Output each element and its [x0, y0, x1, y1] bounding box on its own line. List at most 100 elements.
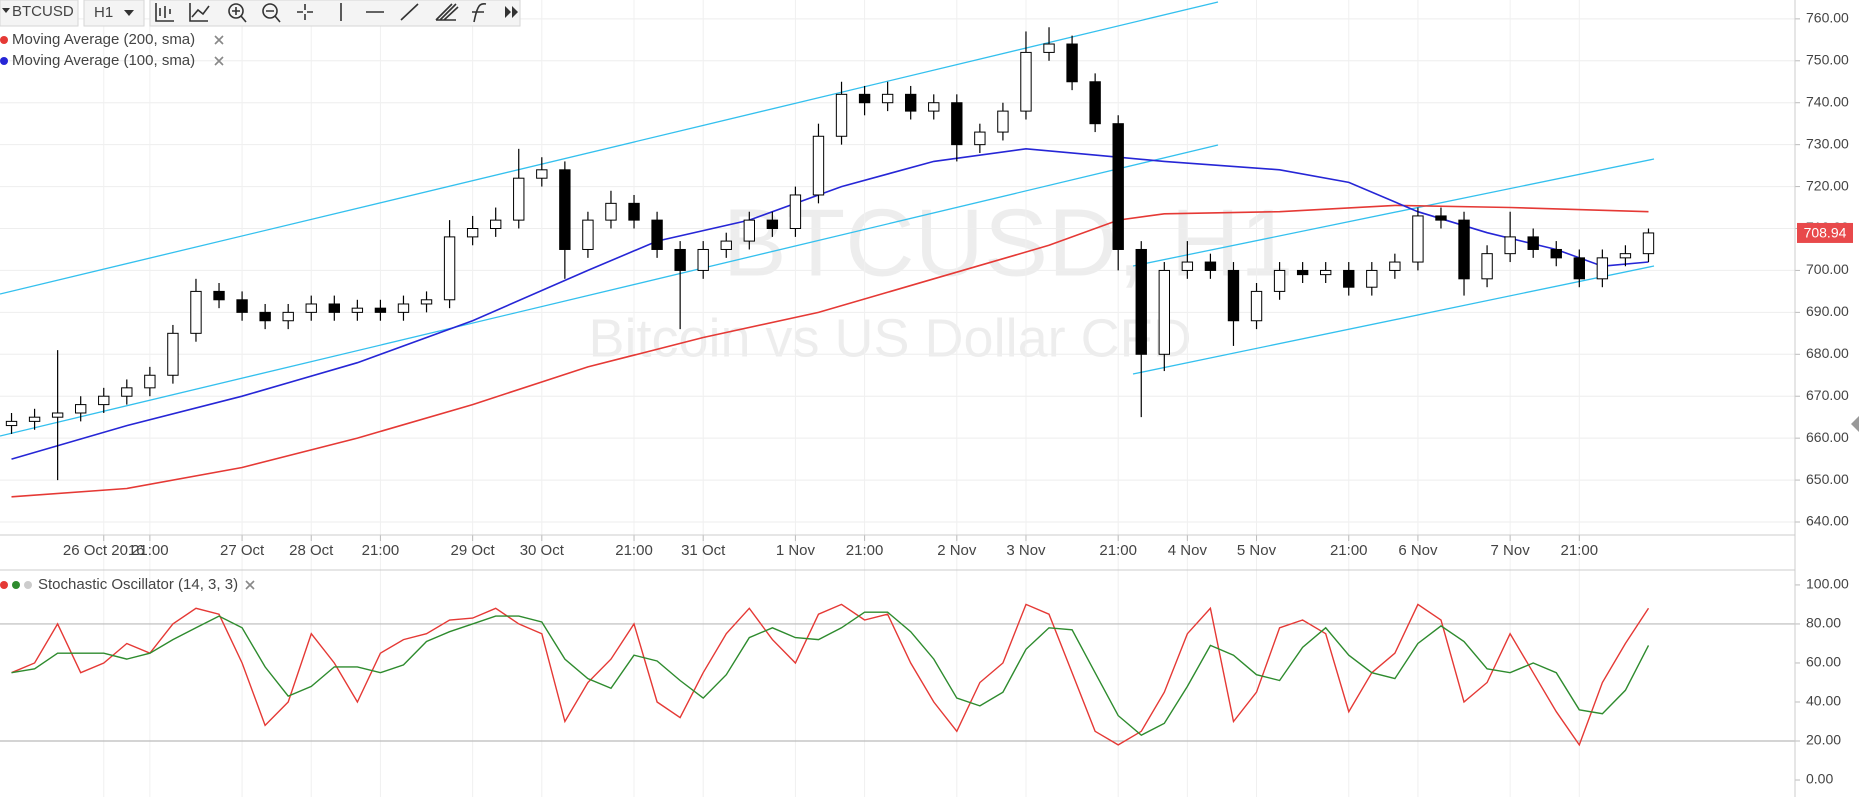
candle-body — [1273, 269, 1286, 292]
legend-swatch — [24, 581, 32, 589]
candle-body — [351, 307, 364, 313]
candle-body — [1366, 269, 1378, 288]
watermark-title: BTCUSD, H1 — [723, 189, 1294, 296]
trend-line-icon[interactable] — [400, 3, 419, 21]
candle-body — [928, 102, 940, 112]
candle-body — [374, 307, 387, 313]
legend-remove[interactable] — [245, 580, 255, 590]
candle-body — [1642, 232, 1655, 255]
candle-body — [144, 374, 156, 389]
x-tick-label: 21:00 — [1330, 542, 1368, 559]
candle-body — [881, 93, 894, 104]
x-tick-label: 3 Nov — [1006, 542, 1046, 559]
candle-body — [1550, 248, 1562, 259]
candle-body — [1435, 215, 1447, 221]
x-tick-label: 5 Nov — [1237, 542, 1277, 559]
candle-body — [328, 303, 340, 313]
candle-body — [1227, 269, 1240, 322]
candle-body — [720, 240, 732, 250]
candle-body — [1250, 290, 1263, 322]
y-tick-label: 660.00 — [1806, 429, 1849, 445]
x-tick-label: 21:00 — [131, 542, 169, 559]
candle-body — [628, 202, 640, 221]
scroll-arrow[interactable] — [1851, 416, 1859, 432]
candle-body — [1343, 269, 1355, 288]
zoom-out-icon[interactable] — [262, 3, 281, 23]
dropdown-icon — [124, 10, 134, 16]
tool-strip — [149, 0, 521, 27]
interval: H1 — [94, 4, 113, 21]
candle-body — [905, 93, 917, 112]
legend-remove[interactable] — [214, 35, 224, 45]
candle-body — [951, 102, 963, 146]
x-tick-label: 30 Oct — [520, 542, 565, 559]
y-tick-label: 40.00 — [1806, 693, 1841, 709]
indicator-icon[interactable] — [189, 3, 210, 22]
candle-body — [28, 416, 41, 422]
more-icon[interactable] — [505, 6, 518, 18]
candle-body — [420, 299, 433, 305]
candle-body — [397, 303, 410, 313]
candle-body — [974, 131, 986, 146]
bar-type-icon[interactable] — [155, 3, 174, 22]
candle-body — [513, 177, 525, 221]
legend-swatch — [0, 57, 8, 65]
y-tick-label: 730.00 — [1806, 135, 1849, 151]
candle-body — [466, 228, 479, 238]
x-tick-label: 27 Oct — [220, 542, 265, 559]
y-tick-label: 670.00 — [1806, 387, 1849, 403]
legend: Moving Average (200, sma) Moving Average … — [0, 31, 255, 593]
legend-swatch — [12, 581, 20, 589]
fib-icon[interactable] — [435, 3, 459, 21]
y-tick-label: 700.00 — [1806, 261, 1849, 277]
candle-body — [1158, 269, 1170, 355]
candle-body — [1481, 253, 1493, 280]
candle-body — [1389, 261, 1401, 271]
x-tick-label: 2 Nov — [937, 542, 977, 559]
candle-body — [1458, 219, 1470, 280]
legend-label: Moving Average (200, sma) — [12, 31, 195, 48]
legend-remove[interactable] — [214, 56, 224, 66]
candle-body — [1020, 51, 1032, 112]
x-tick-label: 21:00 — [846, 542, 884, 559]
candle-body — [167, 332, 179, 376]
moving-average-line — [11, 204, 1649, 498]
function-icon[interactable] — [472, 3, 487, 23]
candle-body — [75, 404, 87, 414]
candle-body — [789, 194, 802, 230]
oscillator-line — [11, 603, 1650, 747]
candle-body — [282, 311, 294, 322]
x-tick-label: 6 Nov — [1398, 542, 1438, 559]
candle-body — [1181, 261, 1194, 271]
candle-body — [1573, 257, 1585, 280]
x-tick-label: 21:00 — [1099, 542, 1137, 559]
candle-body — [1504, 236, 1516, 255]
channels — [0, 1, 1655, 437]
candle-body — [536, 169, 548, 179]
candle-body — [236, 299, 248, 313]
symbol-box[interactable] — [0, 0, 79, 27]
y-tick-label: 20.00 — [1806, 732, 1841, 748]
candle-body — [1320, 269, 1332, 276]
candle-body — [51, 412, 64, 418]
x-tick-label: 31 Oct — [681, 542, 726, 559]
candle-body — [259, 311, 271, 322]
candle-body — [697, 248, 709, 271]
candle-body — [1066, 43, 1078, 83]
x-tick-label: 1 Nov — [776, 542, 816, 559]
x-tick-label: 21:00 — [362, 542, 400, 559]
zoom-in-icon[interactable] — [228, 3, 247, 23]
x-tick-label: 4 Nov — [1168, 542, 1208, 559]
candle-body — [605, 202, 617, 221]
candle-body — [1089, 81, 1101, 125]
x-tick-label: 26 Oct 2016 — [63, 542, 145, 559]
crosshair-icon[interactable] — [297, 4, 313, 20]
x-tick-label: 21:00 — [615, 542, 653, 559]
interval-box[interactable] — [83, 0, 145, 27]
candle-body — [98, 395, 110, 406]
legend-swatch — [0, 581, 8, 589]
candle-body — [121, 387, 133, 397]
candle-body — [1412, 215, 1424, 263]
